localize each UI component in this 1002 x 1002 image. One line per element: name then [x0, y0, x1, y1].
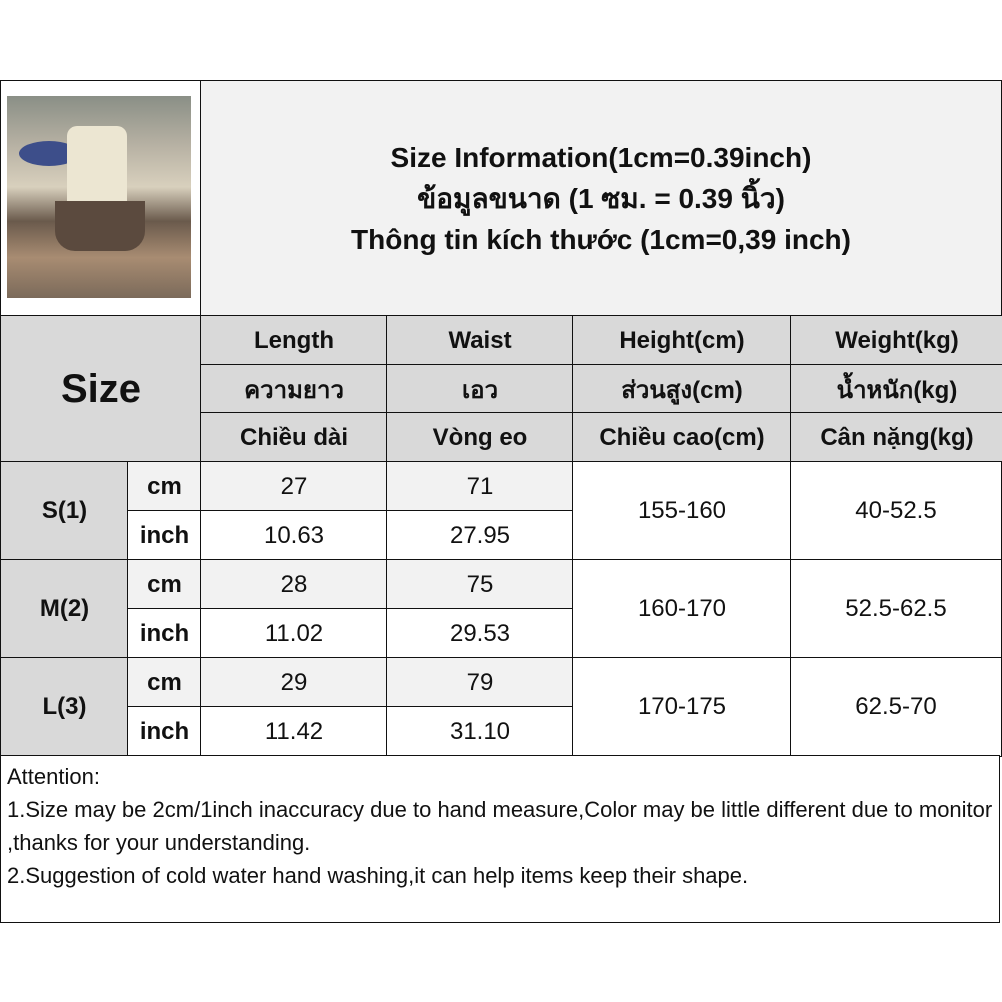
length-cm: 28 [200, 559, 388, 610]
waist-inch: 29.53 [386, 608, 574, 659]
header-waist-th: เอว [386, 364, 574, 414]
weight-range: 62.5-70 [790, 657, 1002, 757]
unit-inch: inch [127, 510, 202, 561]
height-range: 155-160 [572, 461, 792, 561]
waist-cm: 71 [386, 461, 574, 512]
header-height-en: Height(cm) [572, 315, 792, 366]
size-label: L(3) [0, 657, 129, 757]
header-weight-vi: Cân nặng(kg) [790, 412, 1002, 463]
size-label: S(1) [0, 461, 129, 561]
height-range: 170-175 [572, 657, 792, 757]
header-height-th: ส่วนสูง(cm) [572, 364, 792, 414]
header-length-en: Length [200, 315, 388, 366]
title-english: Size Information(1cm=0.39inch) [390, 142, 812, 173]
size-info-title: Size Information(1cm=0.39inch) ข้อมูลขนา… [200, 80, 1002, 317]
title-vietnamese: Thông tin kích thước (1cm=0,39 inch) [351, 224, 851, 255]
unit-cm: cm [127, 559, 202, 610]
header-length-vi: Chiều dài [200, 412, 388, 463]
attention-heading: Attention: [7, 764, 100, 789]
header-weight-th: น้ำหนัก(kg) [790, 364, 1002, 414]
unit-inch: inch [127, 706, 202, 757]
attention-line-1: 1.Size may be 2cm/1inch inaccuracy due t… [7, 797, 993, 855]
header-length-th: ความยาว [200, 364, 388, 414]
size-header: Size [0, 315, 202, 463]
unit-inch: inch [127, 608, 202, 659]
header-weight-en: Weight(kg) [790, 315, 1002, 366]
size-label: M(2) [0, 559, 129, 659]
weight-range: 52.5-62.5 [790, 559, 1002, 659]
length-cm: 27 [200, 461, 388, 512]
length-inch: 11.02 [200, 608, 388, 659]
waist-cm: 79 [386, 657, 574, 708]
weight-range: 40-52.5 [790, 461, 1002, 561]
header-waist-en: Waist [386, 315, 574, 366]
product-photo [7, 96, 191, 298]
length-inch: 10.63 [200, 510, 388, 561]
length-cm: 29 [200, 657, 388, 708]
waist-inch: 31.10 [386, 706, 574, 757]
length-inch: 11.42 [200, 706, 388, 757]
waist-cm: 75 [386, 559, 574, 610]
header-height-vi: Chiều cao(cm) [572, 412, 792, 463]
title-thai: ข้อมูลขนาด (1 ซม. = 0.39 นิ้ว) [417, 183, 785, 214]
attention-line-2: 2.Suggestion of cold water hand washing,… [7, 863, 749, 888]
header-waist-vi: Vòng eo [386, 412, 574, 463]
attention-notes: Attention: 1.Size may be 2cm/1inch inacc… [0, 755, 1000, 923]
size-header-label: Size [60, 366, 142, 411]
unit-cm: cm [127, 657, 202, 708]
unit-cm: cm [127, 461, 202, 512]
height-range: 160-170 [572, 559, 792, 659]
waist-inch: 27.95 [386, 510, 574, 561]
